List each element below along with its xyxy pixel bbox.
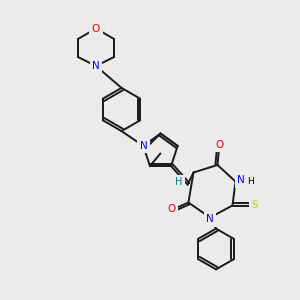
Text: N: N (92, 61, 100, 71)
Text: S: S (252, 200, 258, 211)
Text: O: O (215, 140, 223, 150)
Text: H: H (176, 177, 183, 187)
Text: H: H (247, 177, 254, 186)
Text: O: O (167, 203, 176, 214)
Text: O: O (92, 23, 100, 34)
Text: N: N (237, 175, 245, 185)
Text: N: N (140, 141, 147, 151)
Text: N: N (206, 214, 214, 224)
